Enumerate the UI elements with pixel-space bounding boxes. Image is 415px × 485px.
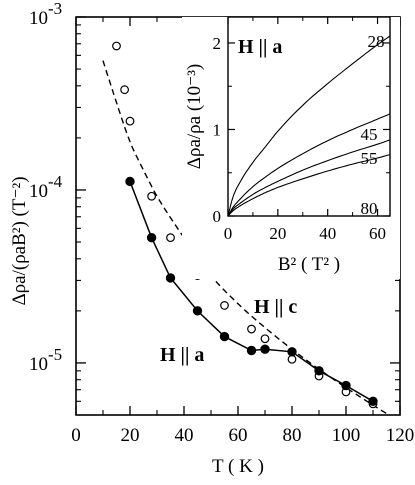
x-axis-label: T ( K ) bbox=[212, 456, 264, 477]
h-c-point bbox=[125, 116, 135, 126]
x-tick-label: 0 bbox=[71, 425, 81, 446]
inset-x-tick-label: 60 bbox=[369, 224, 386, 243]
inset-frame bbox=[227, 16, 391, 217]
inset-x-axis-label: B² ( T² ) bbox=[278, 254, 340, 275]
h-c-point bbox=[260, 334, 270, 344]
inset-x-tick-label: 40 bbox=[319, 224, 336, 243]
h-a-point bbox=[146, 232, 157, 243]
h-c-point bbox=[166, 233, 175, 243]
inset-y-tick-label: 1 bbox=[213, 120, 222, 139]
inset-curve-label: 45 bbox=[361, 125, 378, 144]
h-a-point bbox=[368, 396, 378, 407]
h-a-point bbox=[165, 273, 176, 283]
h-c-point bbox=[220, 301, 229, 310]
inset-curve-label: 80 bbox=[361, 199, 378, 218]
inset-curve-label: 28 bbox=[368, 32, 385, 51]
x-tick-label: 60 bbox=[229, 425, 248, 446]
y-tick-label: 10 bbox=[29, 354, 48, 375]
inset-plot: 0 20 40 60 0 1 2 B² ( T² ) Δρa/ρa (10⁻³) H || a 28… bbox=[182, 16, 400, 279]
h-c-point bbox=[247, 324, 256, 334]
y-tick-exponent: -4 bbox=[48, 172, 63, 191]
h-c-annotation: H || c bbox=[254, 296, 297, 318]
inset-background bbox=[182, 17, 400, 279]
h-a-point bbox=[260, 344, 270, 354]
h-a-point bbox=[314, 366, 324, 376]
x-tick-label: 40 bbox=[175, 425, 194, 446]
h-a-point bbox=[246, 345, 257, 356]
inset-y-tick-label: 0 bbox=[213, 207, 222, 226]
x-tick-label: 120 bbox=[386, 425, 415, 446]
inset-title: H || a bbox=[238, 36, 282, 58]
h-c-point bbox=[112, 41, 121, 51]
h-c-point bbox=[120, 85, 129, 95]
x-tick-label: 80 bbox=[283, 425, 302, 446]
y-tick-exponent: -5 bbox=[48, 345, 62, 364]
inset-curve-80 bbox=[227, 154, 391, 217]
h-c-point bbox=[287, 354, 297, 364]
y-axis-label: Δρa/(ρaB²) (T⁻²) bbox=[9, 176, 30, 305]
inset-y-tick-label: 2 bbox=[213, 34, 222, 53]
inset-x-tick-label: 20 bbox=[269, 224, 286, 243]
inset-curve-45 bbox=[227, 113, 391, 217]
h-a-annotation: H || a bbox=[160, 344, 204, 366]
y-tick-label: 10 bbox=[29, 181, 48, 202]
y-tick-exponent: -3 bbox=[48, 0, 62, 18]
h-a-point bbox=[341, 380, 351, 391]
h-a-point bbox=[192, 306, 203, 316]
inset-curve-label: 55 bbox=[361, 149, 378, 168]
h-c-point bbox=[147, 191, 157, 201]
h-a-point bbox=[287, 347, 297, 357]
inset-x-tick-label: 0 bbox=[224, 224, 233, 243]
h-a-point bbox=[219, 331, 230, 342]
inset-curve-28 bbox=[227, 35, 391, 217]
inset-curve-55 bbox=[227, 139, 391, 217]
h-a-point bbox=[125, 176, 135, 187]
x-tick-label: 20 bbox=[121, 425, 140, 446]
inset-y-axis-label: Δρa/ρa (10⁻³) bbox=[184, 64, 205, 169]
y-tick-label: 10 bbox=[29, 8, 48, 29]
x-tick-label: 100 bbox=[332, 425, 361, 446]
